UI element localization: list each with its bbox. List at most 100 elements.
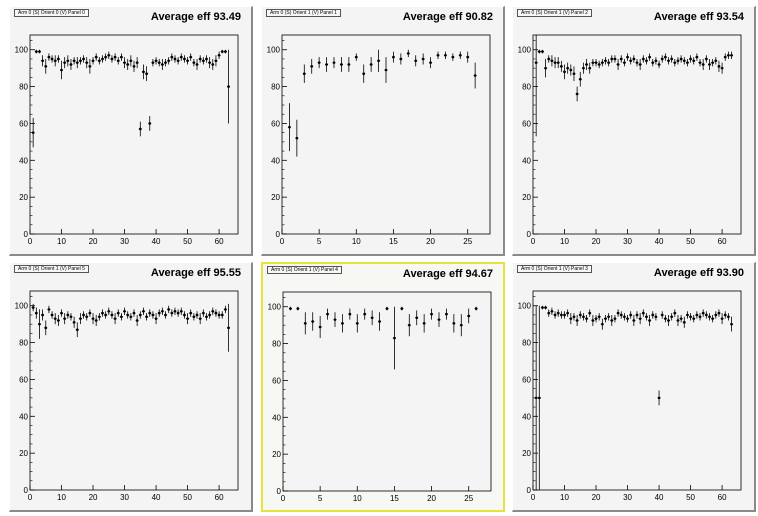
x-tick-label: 5 (318, 494, 323, 503)
data-point (597, 315, 601, 319)
data-point (616, 63, 620, 66)
data-point (195, 63, 199, 66)
y-tick-label: 100 (267, 46, 281, 55)
data-point (578, 313, 582, 317)
data-point (347, 63, 351, 66)
x-tick-label: 15 (389, 237, 398, 246)
data-point (69, 315, 73, 319)
data-point (63, 317, 66, 320)
data-point (110, 57, 114, 61)
data-point (69, 63, 73, 66)
data-point (720, 66, 724, 70)
y-tick-label: 40 (271, 156, 280, 165)
data-point (227, 326, 230, 330)
y-tick-label: 40 (522, 156, 531, 165)
data-point (348, 312, 352, 316)
data-point (569, 317, 573, 320)
data-point (407, 323, 411, 327)
data-point (569, 68, 573, 72)
data-point (107, 53, 111, 57)
y-tick-label: 60 (522, 375, 531, 384)
data-point (399, 57, 403, 61)
data-point (189, 311, 193, 315)
y-tick-label: 0 (527, 486, 532, 495)
data-point (107, 309, 111, 313)
data-point (79, 59, 82, 63)
data-point (676, 319, 680, 322)
data-point (610, 319, 614, 322)
data-point (629, 313, 632, 317)
data-point (57, 319, 60, 322)
data-point (94, 55, 98, 59)
data-point (183, 313, 186, 317)
data-point (698, 61, 702, 64)
data-point (220, 50, 224, 53)
data-point (550, 309, 554, 313)
data-point (47, 55, 51, 59)
data-point (214, 311, 218, 315)
data-point (645, 59, 648, 63)
data-point (708, 63, 711, 66)
data-point (613, 57, 617, 61)
data-point (445, 312, 448, 316)
x-tick-label: 50 (183, 237, 192, 246)
data-point (686, 61, 689, 64)
data-point (173, 57, 177, 61)
data-point (88, 311, 92, 315)
data-point (538, 50, 541, 53)
data-point (363, 312, 367, 316)
y-tick-label: 80 (272, 340, 281, 349)
panel-label: Arm 0 (S) Orient 1 (V) Panel 2 (517, 9, 592, 17)
data-point (126, 313, 129, 317)
y-tick-label: 80 (522, 83, 531, 92)
chart-panel-4[interactable]: Arm 0 (S) Orient 1 (V) Panel 4 Average ef… (261, 262, 505, 512)
data-point (544, 306, 547, 309)
y-tick-label: 20 (522, 449, 531, 458)
x-tick-label: 60 (215, 493, 224, 502)
data-point (354, 55, 358, 59)
data-point (582, 315, 585, 319)
data-point (151, 61, 155, 64)
data-point (720, 317, 724, 320)
data-point (211, 63, 215, 66)
data-point (670, 315, 673, 319)
data-point (714, 59, 718, 63)
data-point (113, 55, 117, 59)
y-tick-label: 20 (272, 450, 281, 459)
data-point (82, 57, 85, 61)
data-point (145, 72, 148, 75)
data-point (585, 63, 588, 66)
data-point (120, 315, 123, 319)
data-point (451, 55, 455, 59)
data-point (60, 311, 63, 315)
data-point (695, 55, 699, 59)
data-point (623, 61, 626, 64)
data-point (619, 313, 623, 317)
data-point (139, 127, 142, 131)
y-tick-label: 0 (24, 230, 29, 239)
data-point (192, 315, 196, 319)
data-point (72, 59, 76, 63)
data-point (123, 309, 126, 313)
data-point (635, 313, 639, 317)
data-point (318, 325, 322, 329)
data-point (664, 55, 667, 59)
data-point (110, 313, 114, 317)
data-point (594, 317, 598, 320)
data-point (538, 396, 541, 400)
data-point (717, 311, 721, 315)
x-tick-label: 30 (120, 493, 129, 502)
y-tick-label: 40 (272, 413, 281, 422)
data-point (604, 317, 607, 320)
data-point (466, 55, 470, 59)
data-point (695, 313, 699, 317)
plot-area: 0 20 40 60 80 100 0 5 10 15 20 25 (268, 291, 492, 503)
x-tick-label: 60 (718, 237, 727, 246)
data-point (164, 313, 167, 317)
data-point (667, 59, 670, 63)
chart-title: Average eff 94.67 (402, 268, 493, 280)
data-point (563, 70, 566, 74)
data-point (333, 318, 337, 321)
data-point (560, 313, 563, 317)
data-point (429, 61, 432, 64)
